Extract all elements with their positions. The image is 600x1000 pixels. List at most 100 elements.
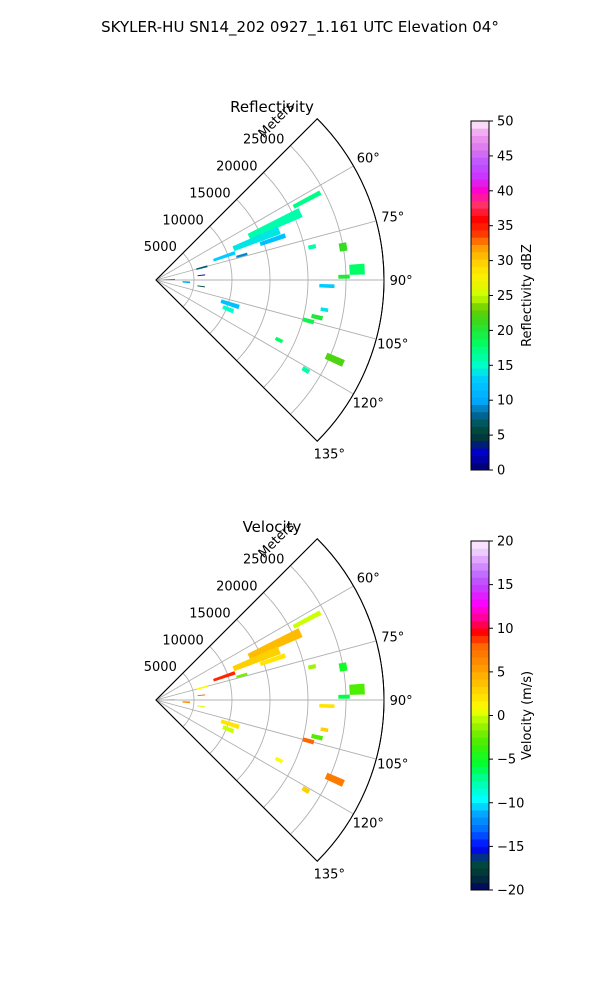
range-tick-label: 10000 <box>162 633 203 648</box>
colorbar-swatch <box>471 404 489 413</box>
colorbar-swatch <box>471 237 489 246</box>
colorbar-swatch <box>471 882 489 891</box>
echo-bin <box>259 233 287 246</box>
range-tick-label: 5000 <box>144 240 177 255</box>
colorbar-swatch <box>471 875 489 884</box>
colorbar-tick-label: 30 <box>497 254 514 269</box>
azimuth-tick-label: 135° <box>314 447 345 462</box>
colorbar-swatch <box>471 208 489 216</box>
colorbar-swatch <box>471 273 489 282</box>
colorbar-swatch <box>471 266 489 275</box>
echo-bin <box>196 685 208 690</box>
colorbar-swatch <box>471 635 489 644</box>
echo-bin <box>197 694 206 697</box>
colorbar-swatch <box>471 200 489 209</box>
echo-bin <box>247 628 303 660</box>
echo-bin <box>182 701 191 704</box>
colorbar-tick-label: −10 <box>497 796 524 811</box>
figure-suptitle: SKYLER-HU SN14_202 0927_1.161 UTC Elevat… <box>101 18 499 37</box>
colorbar-swatch <box>471 548 489 556</box>
echo-bin <box>292 190 322 209</box>
colorbar-tick-label: 20 <box>497 535 514 550</box>
azimuth-tick-label: 135° <box>314 867 345 882</box>
colorbar-swatch <box>471 853 489 862</box>
colorbar-swatch <box>471 150 489 158</box>
range-tick-label: 25000 <box>243 553 284 568</box>
echo-bin <box>236 252 248 259</box>
colorbar-swatch <box>471 390 489 398</box>
echo-bin <box>213 251 236 262</box>
colorbar-swatch <box>471 288 489 296</box>
colorbar-swatch <box>471 577 489 586</box>
azimuth-tick-label: 60° <box>357 151 380 166</box>
echo-bin <box>302 317 315 325</box>
colorbar-swatch <box>471 186 489 195</box>
colorbar-swatch <box>471 419 489 427</box>
colorbar-swatch <box>471 642 489 651</box>
azimuth-gridline <box>155 165 354 281</box>
colorbar-swatch <box>471 868 489 876</box>
colorbar-swatch <box>471 331 489 340</box>
range-tick-label: 25000 <box>243 133 284 148</box>
colorbar-swatch <box>471 382 489 391</box>
colorbar-swatch <box>471 555 489 564</box>
echo-bin <box>292 610 322 629</box>
colorbar-tick-label: 35 <box>497 219 514 234</box>
range-tick-label: 15000 <box>189 186 230 201</box>
echo-bin <box>274 336 284 344</box>
colorbar-swatch <box>471 215 489 224</box>
colorbar-tick-label: 0 <box>497 464 505 479</box>
azimuth-tick-label: 75° <box>381 211 404 226</box>
colorbar-swatch <box>471 860 489 869</box>
colorbar-swatch <box>471 302 489 311</box>
colorbar-swatch <box>471 686 489 695</box>
colorbar-swatch <box>471 693 489 702</box>
colorbar-swatch <box>471 831 489 840</box>
azimuth-gridline <box>155 699 377 760</box>
colorbar-swatch <box>471 824 489 833</box>
colorbar-swatch <box>471 722 489 731</box>
echo-bin <box>220 719 240 730</box>
colorbar-swatch <box>471 730 489 738</box>
azimuth-gridline <box>155 640 377 701</box>
range-tick-label: 20000 <box>216 160 257 175</box>
colorbar-tick-label: 10 <box>497 622 514 637</box>
azimuth-tick-label: 90° <box>390 274 413 289</box>
colorbar-swatch <box>471 295 489 304</box>
colorbar-tick-label: 45 <box>497 149 514 164</box>
colorbar-swatch <box>471 541 489 549</box>
colorbar-swatch <box>471 157 489 166</box>
echo-bin <box>319 703 335 709</box>
colorbar-swatch <box>471 679 489 687</box>
colorbar-swatch <box>471 440 489 449</box>
colorbar-tick-label: 40 <box>497 184 514 199</box>
echo-bin <box>320 727 329 733</box>
colorbar-swatch <box>471 606 489 615</box>
azimuth-tick-label: 105° <box>377 757 408 772</box>
colorbar-swatch <box>471 324 489 333</box>
colorbar-swatch <box>471 795 489 804</box>
colorbar-swatch <box>471 766 489 775</box>
panel-title: Reflectivity <box>230 98 314 116</box>
colorbar-tick-label: 20 <box>497 324 514 339</box>
colorbar-swatch <box>471 455 489 464</box>
colorbar: 0 5 10 15 20 25 30 35 40 45 50 Reflectivity dBZ <box>470 115 535 479</box>
azimuth-gridline <box>155 585 354 701</box>
echo-bin <box>163 278 175 280</box>
colorbar-swatch <box>471 613 489 622</box>
colorbar-swatch <box>471 462 489 471</box>
colorbar-tick-label: 15 <box>497 359 514 374</box>
echo-bin <box>274 756 284 764</box>
colorbar-tick-label: 50 <box>497 115 514 130</box>
colorbar-swatch <box>471 375 489 384</box>
range-tick-label: 10000 <box>162 213 203 228</box>
echo-bin <box>338 274 350 279</box>
colorbar-swatch <box>471 759 489 767</box>
colorbar-swatch <box>471 360 489 369</box>
colorbar-swatch <box>471 251 489 260</box>
echo-bin <box>349 263 365 275</box>
echo-bin <box>307 663 317 670</box>
colorbar-tick-label: −15 <box>497 840 524 855</box>
echo-bin <box>349 683 365 695</box>
echo-bin <box>311 313 324 321</box>
